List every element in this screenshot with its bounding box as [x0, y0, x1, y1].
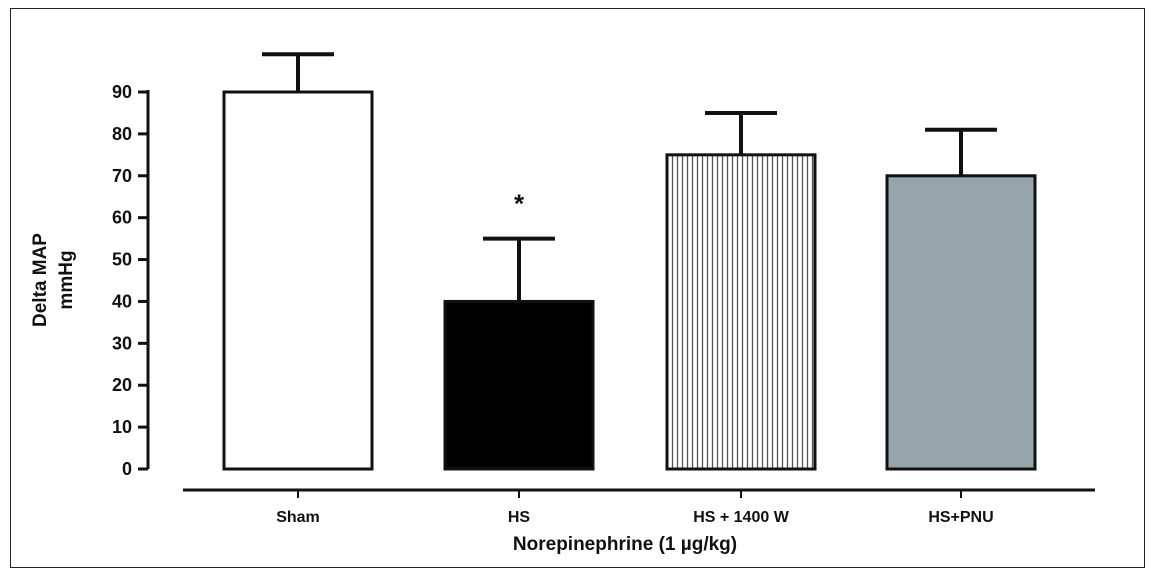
y-axis-title-line-1: Delta MAP [30, 233, 51, 327]
significance-marker-1: * [514, 189, 525, 219]
y-tick-label-80: 80 [112, 124, 132, 144]
x-tick-label-2: HS + 1400 W [693, 509, 790, 526]
x-tick-label-1: HS [508, 509, 531, 526]
y-tick-label-30: 30 [112, 333, 132, 353]
bar-1 [443, 299, 595, 471]
bar-3 [885, 174, 1037, 471]
y-axis-title-line-2: mmHg [56, 250, 77, 309]
bar-2 [665, 153, 817, 471]
x-axis-title: Norepinephrine (1 µg/kg) [513, 534, 737, 555]
x-tick-label-3: HS+PNU [928, 509, 993, 526]
y-tick-label-60: 60 [112, 208, 132, 228]
bar-0 [222, 90, 374, 471]
y-tick-label-50: 50 [112, 250, 132, 270]
y-tick-label-70: 70 [112, 166, 132, 186]
y-tick-label-0: 0 [122, 459, 132, 479]
y-tick-label-20: 20 [112, 375, 132, 395]
x-tick-label-0: Sham [276, 509, 320, 526]
y-tick-label-40: 40 [112, 291, 132, 311]
y-tick-label-90: 90 [112, 82, 132, 102]
y-tick-label-10: 10 [112, 417, 132, 437]
